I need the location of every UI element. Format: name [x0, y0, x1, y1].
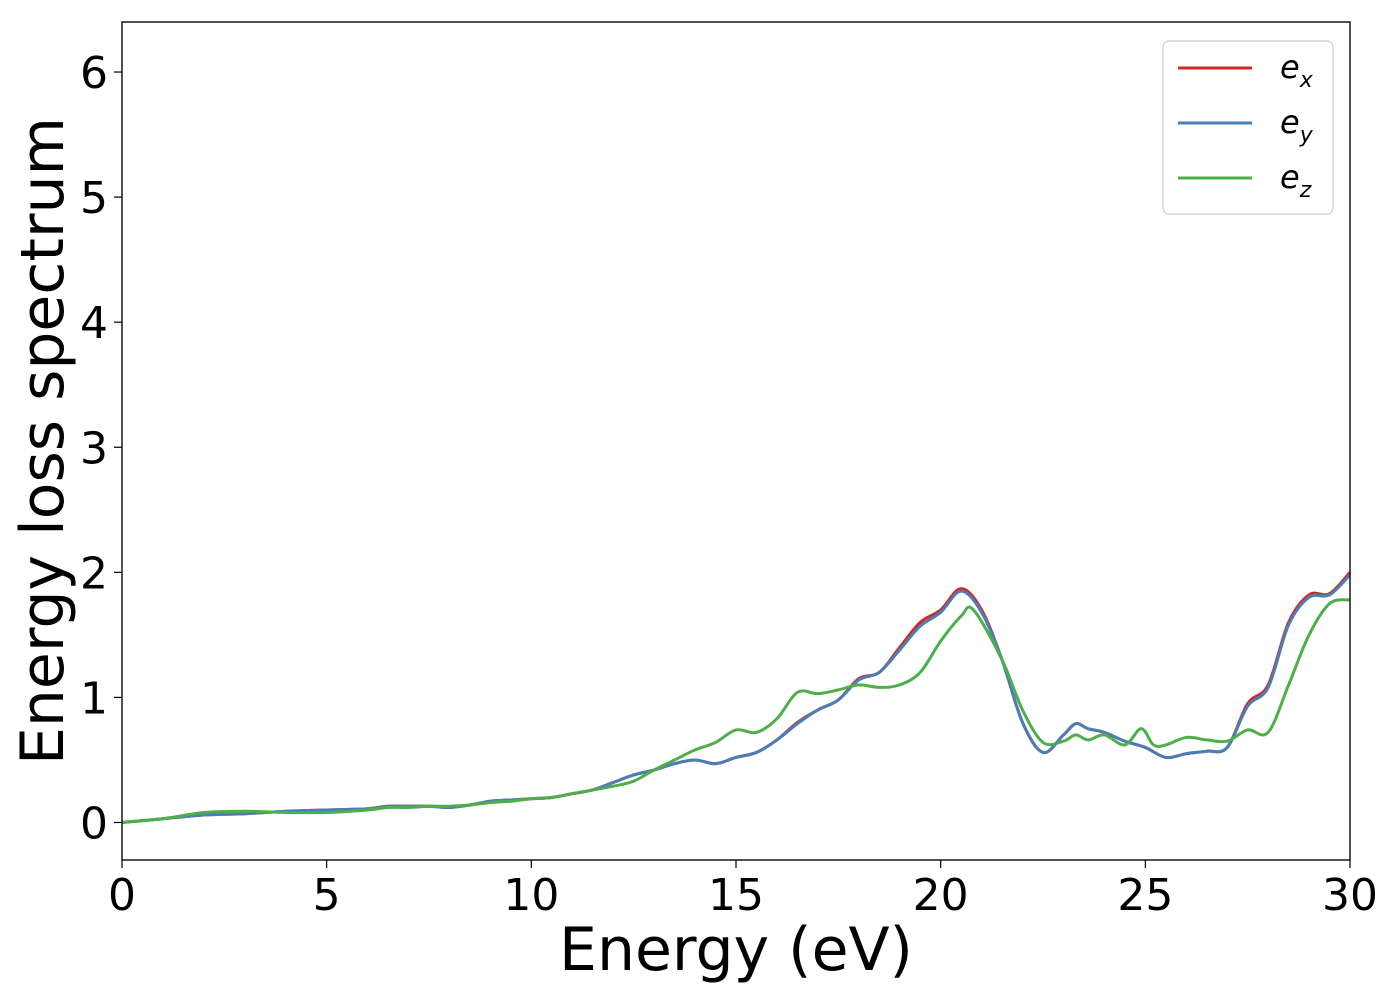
- legend-box: [1162, 40, 1334, 215]
- x-tick-label: 15: [708, 870, 764, 921]
- series-line-e-z: [121, 598, 1351, 824]
- x-tick-label: 20: [913, 870, 969, 921]
- x-tick-label: 0: [108, 870, 136, 921]
- legend-label-subscript: z: [1299, 178, 1312, 203]
- legend-label-main: e: [1280, 48, 1300, 86]
- y-tick-label: 2: [80, 548, 108, 599]
- legend-label-main: e: [1280, 158, 1300, 196]
- legend-label-e-y: ey: [1280, 103, 1314, 148]
- y-tick-label: 5: [80, 173, 108, 224]
- legend-label-subscript: y: [1299, 123, 1314, 148]
- series-layer: [121, 571, 1352, 824]
- y-tick-label: 4: [80, 298, 108, 349]
- x-axis-label: Energy (eV): [559, 915, 913, 985]
- y-tick-label: 0: [80, 798, 108, 849]
- plot-frame: [121, 21, 1351, 861]
- x-axis-ticks: 0 5 10 15 20 25 30: [108, 860, 1378, 921]
- x-tick-label: 10: [503, 870, 559, 921]
- legend-label-subscript: x: [1299, 68, 1314, 93]
- x-tick-label: 5: [313, 870, 341, 921]
- plot-area: [121, 21, 1351, 861]
- legend-label-e-x: ex: [1280, 48, 1314, 93]
- y-tick-label: 1: [80, 673, 108, 724]
- y-tick-label: 3: [80, 423, 108, 474]
- y-axis-ticks: 0 1 2 3 4 5 6: [80, 48, 122, 849]
- legend-label-e-z: ez: [1280, 158, 1312, 203]
- y-tick-label: 6: [80, 48, 108, 99]
- x-tick-label: 25: [1117, 870, 1173, 921]
- y-axis-label: Energy loss spectrum: [8, 117, 78, 765]
- x-tick-label: 30: [1322, 870, 1378, 921]
- legend-label-main: e: [1280, 103, 1300, 141]
